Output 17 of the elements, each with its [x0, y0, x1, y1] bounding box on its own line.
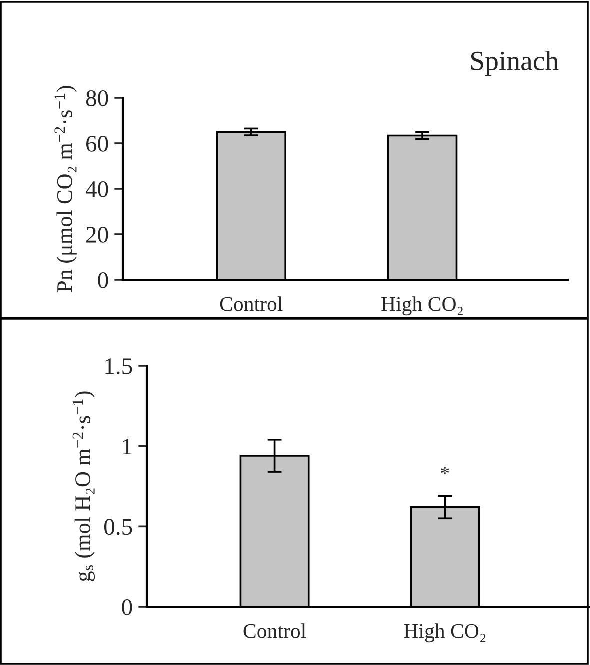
chart-title: Spinach — [471, 50, 559, 76]
y-tick-label: 20 — [86, 226, 108, 243]
y-tick-label: 60 — [86, 136, 108, 152]
y-tick-label: 80 — [86, 90, 108, 106]
y-axis-title: g$_{s}$ (mol H₂O m$^{−2}$·s$^{−1}$) — [72, 392, 96, 582]
y-tick-label: 1.5 — [106, 358, 132, 375]
x-tick-label: Control — [220, 296, 283, 312]
y-tick-label: 0 — [98, 272, 108, 288]
y-tick-label: 1 — [123, 438, 132, 455]
y-tick-label: 0.5 — [104, 519, 132, 536]
x-tick-label: Control — [244, 624, 306, 638]
y-axis-title: Pn (μmol CO₂ m$^{−2}$·s$^{−1}$) — [54, 86, 77, 292]
x-tick-label: High CO₂ — [404, 624, 486, 643]
y-tick-label: 40 — [86, 181, 108, 198]
x-tick-label: High CO₂ — [382, 296, 463, 316]
annotation: * — [441, 467, 450, 474]
y-tick-label: 0 — [122, 599, 132, 616]
